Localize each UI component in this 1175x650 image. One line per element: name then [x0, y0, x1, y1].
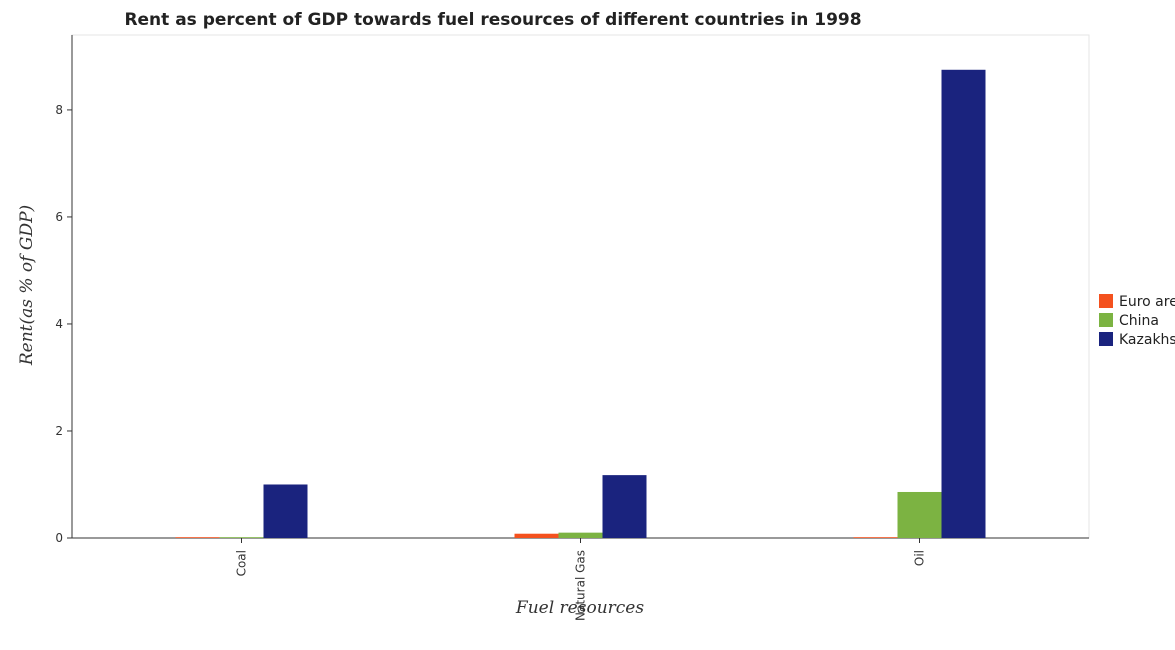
y-tick-label: 4 [55, 317, 63, 331]
legend-swatch [1099, 332, 1113, 346]
legend-swatch [1099, 313, 1113, 327]
y-tick-label: 8 [55, 103, 63, 117]
x-tick-label: Oil [913, 550, 927, 566]
bar [853, 537, 898, 538]
y-axis: 0 2 4 6 8 [55, 35, 73, 545]
chart-title: Rent as percent of GDP towards fuel reso… [124, 10, 861, 30]
legend: Euro area China Kazakhstan [1099, 294, 1175, 348]
bar [558, 532, 603, 538]
bars [175, 69, 986, 538]
legend-swatch [1099, 294, 1113, 308]
x-tick-label: Coal [235, 550, 249, 576]
legend-label: China [1119, 313, 1159, 329]
y-tick-label: 2 [55, 424, 63, 438]
y-axis-label: Rent(as % of GDP) [17, 205, 37, 366]
bar [175, 537, 220, 538]
bar [941, 69, 986, 538]
bar [897, 491, 942, 538]
plot-area [71, 34, 1090, 539]
bar [602, 475, 647, 538]
y-tick-label: 0 [55, 531, 63, 545]
bar [263, 484, 308, 538]
legend-label: Euro area [1119, 294, 1175, 310]
legend-label: Kazakhstan [1119, 332, 1175, 348]
x-tick-label: Natural Gas [574, 550, 588, 621]
y-tick-label: 6 [55, 210, 63, 224]
bar [514, 533, 559, 538]
x-axis-label: Fuel resources [515, 598, 644, 618]
bar [219, 537, 264, 538]
